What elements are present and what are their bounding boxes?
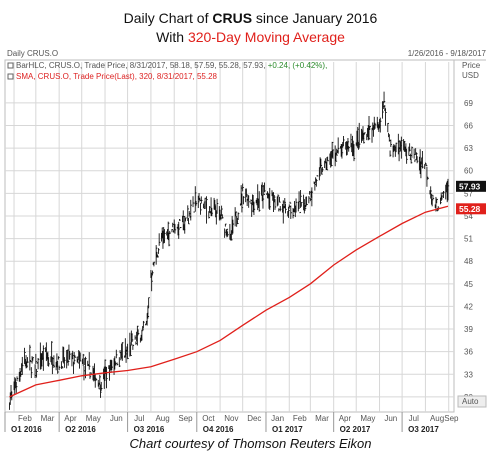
x-month-label: Feb: [18, 414, 32, 423]
x-quarter-label: Q1 2016: [11, 425, 42, 432]
sma-badge: 55.28: [456, 203, 486, 215]
sma-legend-text: SMA, CRUS.O, Trade Price(Last), 320, 8/3…: [16, 72, 218, 81]
sma-legend-checkbox[interactable]: [7, 73, 14, 80]
x-quarter-label: Q4 2016: [203, 425, 234, 432]
price-badge-bg: [456, 180, 486, 192]
title-ma-highlight: 320-Day Moving Average: [187, 29, 345, 45]
y-tick-label: 66: [464, 121, 473, 130]
y-tick-label: 39: [464, 325, 473, 334]
x-month-label: Sep: [444, 414, 459, 423]
x-quarter-label: Q3 2016: [134, 425, 165, 432]
x-quarter-label: Q3 2017: [408, 425, 439, 432]
title-with: With: [156, 29, 188, 45]
x-month-label: Oct: [202, 414, 215, 423]
x-month-label: May: [86, 414, 101, 423]
y-tick-label: 57: [464, 189, 473, 198]
panel-name: Daily CRUS.O: [7, 49, 58, 58]
x-month-label: Mar: [41, 414, 55, 423]
y-tick-label: 69: [464, 99, 473, 108]
y-tick-label: 33: [464, 370, 473, 379]
y-tick-label: 51: [464, 235, 473, 244]
x-quarter-label: Q2 2017: [340, 425, 371, 432]
price-badge: 57.93: [456, 180, 486, 192]
x-month-label: Jul: [134, 414, 144, 423]
x-month-label: Apr: [339, 414, 352, 423]
x-month-label: Aug: [155, 414, 169, 423]
x-month-label: Dec: [247, 414, 261, 423]
x-month-label: Jul: [409, 414, 419, 423]
x-axis-ticks: Feb Mar Apr May Jun Jul Aug Sep Oct Nov Dec Jan Feb M…: [4, 412, 459, 432]
x-month-label: May: [360, 414, 375, 423]
x-month-label: Mar: [315, 414, 329, 423]
bar-legend-checkbox[interactable]: [7, 62, 14, 69]
x-quarter-label: Q1 2017: [272, 425, 303, 432]
y-tick-label: 36: [464, 348, 473, 357]
panel-date-range: 1/26/2016 - 9/18/2017: [408, 49, 487, 58]
x-month-label: Jan: [271, 414, 284, 423]
title-prefix: Daily Chart of: [123, 10, 213, 26]
y-tick-label: 60: [464, 167, 473, 176]
x-month-label: Feb: [293, 414, 307, 423]
sma-badge-bg: [456, 203, 486, 215]
x-month-label: Jun: [384, 414, 397, 423]
bar-legend-change: +0.24, (+0.42%),: [268, 61, 328, 70]
auto-scale-button[interactable]: [457, 395, 487, 408]
x-quarter-label: Q2 2016: [65, 425, 96, 432]
x-month-label: Sep: [178, 414, 193, 423]
gridlines: [5, 62, 454, 412]
y-tick-label: 42: [464, 302, 473, 311]
title-symbol: CRUS: [212, 10, 253, 26]
y-tick-label: 63: [464, 144, 473, 153]
price-axis-header: Price: [462, 61, 481, 70]
chart-title-line1: Daily Chart of CRUS since January 2016: [0, 10, 501, 26]
price-chart: Daily CRUS.O 1/26/2016 - 9/18/2017 Price…: [4, 49, 487, 432]
x-month-label: Nov: [224, 414, 238, 423]
bar-legend-text: BarHLC, CRUS.O, Trade Price, 8/31/2017, …: [16, 61, 268, 70]
price-bars: [9, 91, 450, 410]
x-month-label: Jun: [110, 414, 123, 423]
sma-line: [9, 205, 449, 398]
price-axis-unit: USD: [462, 71, 479, 80]
y-axis-ticks: 3033363942454851545760636669: [464, 99, 473, 402]
bar-legend: BarHLC, CRUS.O, Trade Price, 8/31/2017, …: [16, 61, 327, 70]
chart-credit: Chart courtesy of Thomson Reuters Eikon: [129, 436, 372, 451]
chart-title-line2: With 320-Day Moving Average: [0, 29, 501, 45]
sma-badge-value: 55.28: [459, 204, 481, 214]
y-tick-label: 45: [464, 280, 473, 289]
y-tick-label: 48: [464, 257, 473, 266]
x-month-label: Apr: [64, 414, 77, 423]
auto-scale-label: Auto: [462, 397, 479, 406]
x-month-label: Aug: [430, 414, 444, 423]
price-badge-value: 57.93: [459, 181, 481, 191]
title-suffix: since January 2016: [252, 10, 378, 26]
y-tick-label: 54: [464, 212, 473, 221]
